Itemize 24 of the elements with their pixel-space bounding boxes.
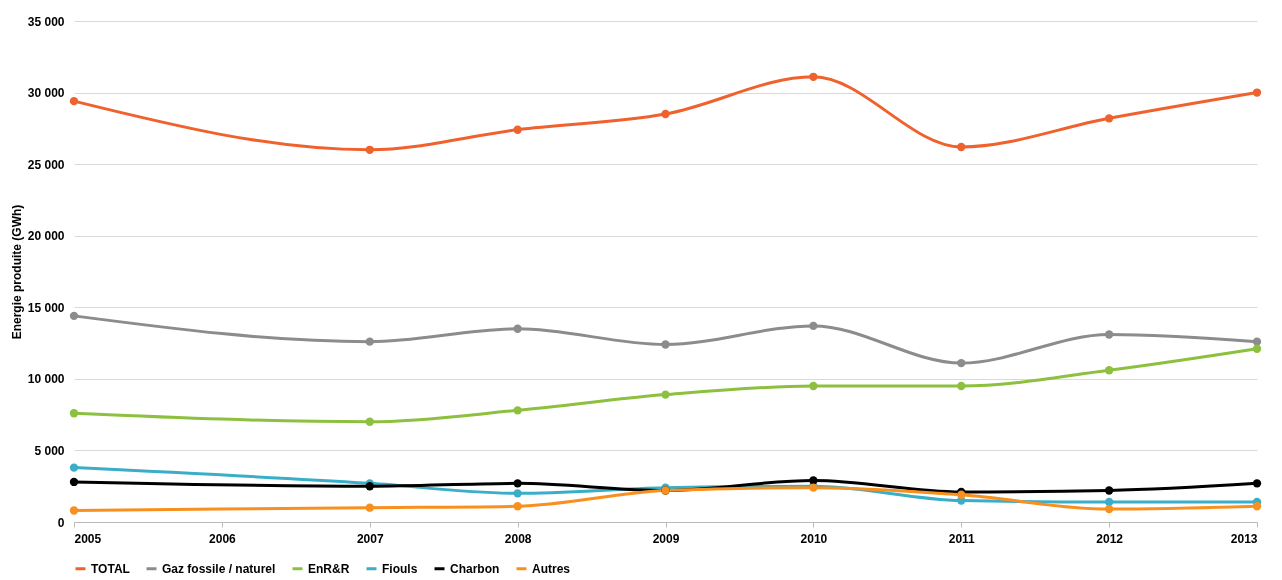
x-tick-label: 2008 [504,531,532,546]
x-tick-label: 2006 [209,531,237,546]
y-tick-label: 20 000 [27,229,65,244]
x-tick-label: 2012 [1096,531,1124,546]
y-axis-title: Energie produite (GWh) [9,204,24,340]
x-tick-label: 2005 [74,531,102,546]
x-tick-label: 2011 [948,531,976,546]
y-tick-label: 25 000 [27,157,65,172]
x-tick-label: 2007 [356,531,384,546]
y-tick-label: 0 [57,515,65,530]
y-tick-label: 5 000 [34,443,65,458]
legend-label: Fiouls [382,561,418,576]
legend-label: TOTAL [91,561,130,576]
y-tick-label: 10 000 [27,372,65,387]
y-tick-label: 35 000 [27,14,65,29]
legend-label: Autres [532,561,571,576]
x-tick-label: 2013 [1230,531,1258,546]
y-tick-label: 15 000 [27,300,65,315]
x-tick-label: 2009 [652,531,680,546]
legend-label: Charbon [450,561,500,576]
legend-label: Gaz fossile / naturel [162,561,276,576]
y-tick-label: 30 000 [27,86,65,101]
legend-label: EnR&R [308,561,350,576]
x-tick-label: 2010 [800,531,828,546]
